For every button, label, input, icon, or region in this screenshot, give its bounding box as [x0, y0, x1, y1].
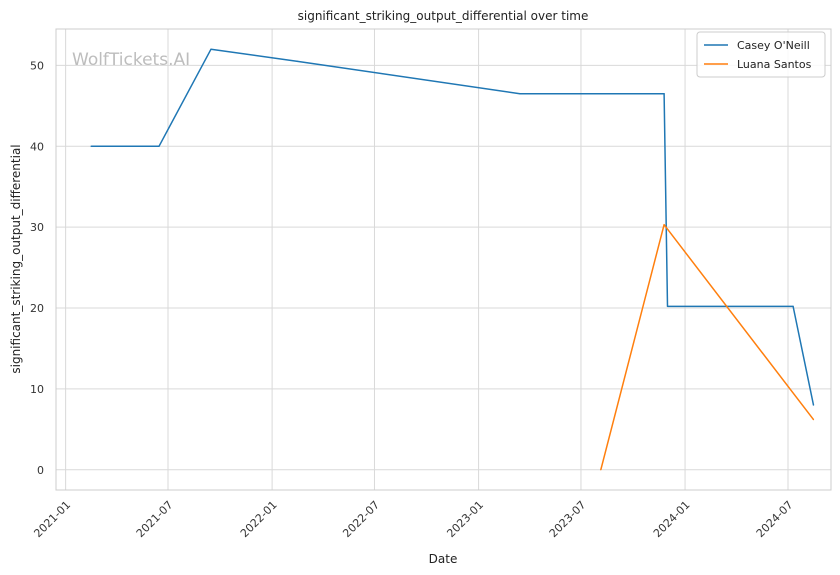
y-tick-label: 10 — [30, 383, 44, 396]
data-point-luana-santos — [600, 469, 602, 471]
data-point-casey-o-neill — [519, 93, 521, 95]
chart-title: significant_striking_output_differential… — [298, 9, 589, 23]
data-point-casey-o-neill — [812, 404, 815, 406]
x-axis-label: Date — [429, 552, 458, 566]
grid — [56, 29, 831, 490]
legend-box — [696, 31, 826, 78]
legend: Casey O'Neill Luana Santos — [696, 31, 826, 78]
y-axis-label: significant_striking_output_differential — [9, 144, 23, 373]
data-point-casey-o-neill — [666, 305, 669, 308]
y-tick-label: 0 — [37, 464, 44, 477]
y-tick-label: 50 — [30, 59, 44, 72]
series-layer — [90, 48, 815, 471]
y-axis-ticks: 0 10 20 30 40 50 — [30, 59, 44, 476]
y-tick-label: 40 — [30, 140, 44, 153]
y-tick-label: 20 — [30, 302, 44, 315]
watermark: WolfTickets.AI — [72, 50, 190, 70]
data-point-casey-o-neill — [90, 145, 92, 147]
data-point-casey-o-neill — [792, 305, 794, 308]
data-point-luana-santos — [812, 419, 815, 421]
data-point-casey-o-neill — [158, 145, 160, 147]
data-point-casey-o-neill — [210, 48, 212, 50]
legend-entry-casey-oneill: Casey O'Neill — [737, 39, 810, 52]
legend-entry-luana-santos: Luana Santos — [737, 58, 812, 71]
plot-frame — [55, 28, 832, 491]
data-point-casey-o-neill — [296, 60, 299, 62]
data-point-luana-santos — [663, 224, 665, 226]
y-tick-label: 30 — [30, 221, 44, 234]
data-point-casey-o-neill — [663, 93, 665, 95]
